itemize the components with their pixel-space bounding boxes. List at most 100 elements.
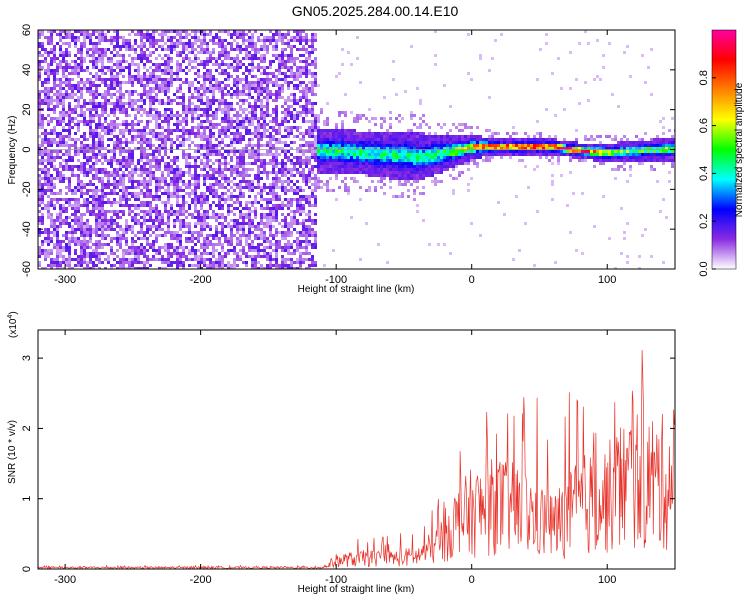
heatmap-cell-4106	[275, 39, 278, 42]
heatmap-cell-1612	[128, 180, 131, 183]
heatmap-cell-3682	[248, 237, 251, 240]
heatmap-cell-1356	[113, 186, 116, 189]
heatmap-cell-893	[89, 72, 92, 75]
heatmap-cell-2377	[173, 177, 176, 180]
heatmap-cell-3127	[218, 63, 221, 66]
heatmap-cell-663	[74, 222, 77, 225]
heatmap-cell-4095	[272, 216, 275, 219]
heatmap-cell-1265	[107, 243, 110, 246]
heatmap-cell-125	[44, 132, 47, 135]
heatmap-cell-4546	[299, 210, 302, 213]
heatmap-cell-4927	[332, 141, 335, 144]
heatmap-cell-3442	[236, 102, 239, 105]
heatmap-cell-1146	[101, 147, 104, 150]
heatmap-cell-3010	[209, 216, 212, 219]
heatmap-cell-3792	[257, 39, 260, 42]
heatmap-cell-433	[62, 81, 65, 84]
heatmap-cell-3066	[212, 249, 215, 252]
heatmap-cell-3502	[239, 138, 242, 141]
heatmap-cell-3605	[245, 126, 248, 129]
heatmap-cell-4304	[284, 234, 287, 237]
heatmap-cell-3698	[251, 69, 254, 72]
heatmap-cell-4423	[293, 72, 296, 75]
heatmap-cell-3071	[212, 267, 215, 269]
heatmap-cell-4002	[269, 36, 272, 39]
heatmap-cell-4920	[329, 171, 332, 174]
heatmap-cell-1953	[149, 78, 152, 81]
heatmap-cell-834	[83, 255, 86, 258]
heatmap-cell-1012	[95, 90, 98, 93]
heatmap-cell-1231	[107, 66, 110, 69]
heatmap-cell-2118	[158, 123, 161, 126]
heatmap-cell-4354	[287, 225, 290, 228]
heatmap-cell-1919	[146, 174, 149, 177]
heatmap-cell-875	[86, 228, 89, 231]
heatmap-cell-426	[62, 54, 65, 57]
heatmap-cell-1350	[113, 168, 116, 171]
heatmap-cell-2111	[158, 87, 161, 90]
heatmap-cell-3825	[257, 171, 260, 174]
heatmap-cell-4467	[296, 72, 299, 75]
heatmap-cell-1769	[137, 249, 140, 252]
heatmap-cell-4719	[311, 42, 314, 45]
heatmap-cell-4551	[299, 240, 302, 243]
heatmap-cell-1834	[143, 45, 146, 48]
heatmap-cell-2854	[203, 39, 206, 42]
heatmap-cell-693	[77, 120, 80, 123]
heatmap-cell-4462	[296, 39, 299, 42]
heatmap-cell-2136	[158, 195, 161, 198]
heatmap-cell-1771	[137, 255, 140, 258]
heatmap-cell-1254	[107, 183, 110, 186]
heatmap-cell-3075	[215, 57, 218, 60]
heatmap-cell-635	[74, 87, 77, 90]
heatmap-cell-2698	[194, 54, 197, 57]
heatmap-cell-2959	[206, 237, 209, 240]
heatmap-cell-1513	[122, 186, 125, 189]
heatmap-cell-4940	[335, 75, 338, 78]
heatmap-cell-3441	[236, 96, 239, 99]
heatmap-cell-1432	[119, 72, 122, 75]
heatmap-cell-2277	[167, 138, 170, 141]
heatmap-cell-3850	[260, 57, 263, 60]
heatmap-cell-838	[86, 30, 89, 33]
heatmap-cell-4140	[275, 174, 278, 177]
heatmap-cell-264	[50, 264, 53, 267]
heatmap-cell-2754	[197, 72, 200, 75]
heatmap-cell-1709	[134, 192, 137, 195]
heatmap-cell-3842	[257, 255, 260, 258]
heatmap-cell-2344	[170, 195, 173, 198]
heatmap-cell-2293	[167, 216, 170, 219]
heatmap-cell-3191	[221, 108, 224, 111]
heatmap-cell-3824	[257, 168, 260, 171]
heatmap-cell-3126	[218, 57, 221, 60]
heatmap-cell-2502	[179, 255, 182, 258]
heatmap-cell-4897	[326, 159, 329, 162]
heatmap-cell-1645	[131, 120, 134, 123]
heatmap-cell-2773	[197, 150, 200, 153]
heatmap-cell-2648	[188, 258, 191, 261]
heatmap-cell-764	[80, 195, 83, 198]
heatmap-cell-400	[59, 177, 62, 180]
heatmap-cell-4618	[305, 63, 308, 66]
heatmap-cell-3776	[254, 207, 257, 210]
heatmap-cell-3510	[239, 171, 242, 174]
heatmap-cell-909	[89, 129, 92, 132]
heatmap-cell-7	[38, 60, 41, 63]
heatmap-cell-3319	[227, 222, 230, 225]
heatmap-cell-3268	[224, 198, 227, 201]
heatmap-cell-4032	[269, 198, 272, 201]
heatmap-cell-4868	[323, 135, 326, 138]
heatmap-cell-4702	[308, 210, 311, 213]
heatmap-cell-2520	[182, 105, 185, 108]
heatmap-cell-21	[38, 111, 41, 114]
heatmap-cell-2129	[158, 165, 161, 168]
heatmap-cell-3669	[248, 189, 251, 192]
heatmap-cell-4242	[281, 183, 284, 186]
heatmap-cell-2223	[164, 144, 167, 147]
heatmap-cell-2888	[203, 180, 206, 183]
heatmap-cell-3293	[227, 102, 230, 105]
heatmap-cell-1414	[116, 225, 119, 228]
heatmap-cell-1561	[125, 195, 128, 198]
heatmap-cell-4154	[275, 228, 278, 231]
heatmap-cell-589	[71, 78, 74, 81]
